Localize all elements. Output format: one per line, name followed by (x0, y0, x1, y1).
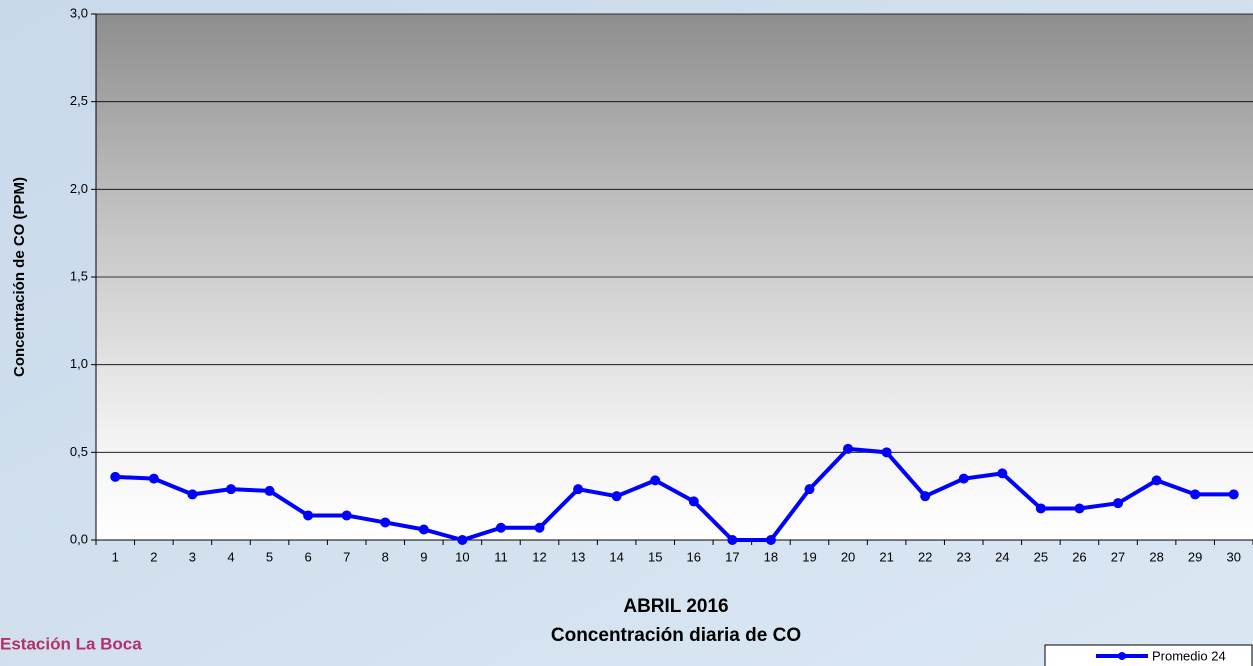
data-point (149, 474, 159, 484)
x-tick-label: 28 (1149, 549, 1163, 564)
annotation: Estación La Boca (0, 634, 142, 653)
x-tick-label: 4 (227, 549, 234, 564)
data-point (573, 484, 583, 494)
x-tick-label: 20 (841, 549, 855, 564)
data-point (650, 475, 660, 485)
x-tick-label: 1 (112, 549, 119, 564)
data-point (535, 523, 545, 533)
data-point (265, 486, 275, 496)
x-tick-label: 8 (382, 549, 389, 564)
y-tick-label: 2,5 (70, 93, 88, 108)
chart-title: ABRIL 2016 (623, 596, 728, 617)
x-tick-label: 2 (150, 549, 157, 564)
data-point (1152, 475, 1162, 485)
data-point (1113, 498, 1123, 508)
x-tick-label: 19 (802, 549, 816, 564)
data-point (457, 535, 467, 545)
y-tick-label: 3,0 (70, 5, 88, 20)
x-tick-label: 15 (648, 549, 662, 564)
x-tick-label: 9 (420, 549, 427, 564)
y-tick-label: 1,0 (70, 356, 88, 371)
data-point (997, 468, 1007, 478)
x-tick-label: 5 (266, 549, 273, 564)
y-axis-label: Concentración de CO (PPM) (11, 177, 28, 377)
data-point (689, 496, 699, 506)
data-point (1229, 489, 1239, 499)
x-tick-label: 21 (879, 549, 893, 564)
x-tick-label: 13 (571, 549, 585, 564)
x-tick-label: 12 (532, 549, 546, 564)
data-point (303, 510, 313, 520)
data-point (804, 484, 814, 494)
x-tick-label: 7 (343, 549, 350, 564)
x-tick-label: 6 (304, 549, 311, 564)
data-point (959, 474, 969, 484)
data-point (920, 491, 930, 501)
data-point (612, 491, 622, 501)
data-point (1190, 489, 1200, 499)
data-point (727, 535, 737, 545)
data-point (187, 489, 197, 499)
x-tick-label: 25 (1034, 549, 1048, 564)
x-tick-label: 18 (764, 549, 778, 564)
x-tick-label: 11 (494, 549, 508, 564)
y-tick-label: 2,0 (70, 181, 88, 196)
data-point (110, 472, 120, 482)
x-tick-label: 27 (1111, 549, 1125, 564)
data-point (419, 524, 429, 534)
x-tick-label: 14 (609, 549, 623, 564)
data-point (882, 447, 892, 457)
data-point (1036, 503, 1046, 513)
data-point (380, 517, 390, 527)
legend-marker (1118, 652, 1126, 660)
y-tick-label: 1,5 (70, 268, 88, 283)
x-tick-label: 23 (957, 549, 971, 564)
x-tick-label: 24 (995, 549, 1009, 564)
legend-label: Promedio 24 (1152, 648, 1226, 663)
data-point (843, 444, 853, 454)
data-point (766, 535, 776, 545)
x-tick-label: 29 (1188, 549, 1202, 564)
x-tick-label: 10 (455, 549, 469, 564)
x-tick-label: 22 (918, 549, 932, 564)
y-tick-label: 0,5 (70, 444, 88, 459)
x-tick-label: 17 (725, 549, 739, 564)
data-point (342, 510, 352, 520)
chart: Concentración de CO (PPM) ABRIL 2016 Con… (0, 0, 1253, 666)
x-tick-label: 16 (687, 549, 701, 564)
y-tick-label: 0,0 (70, 531, 88, 546)
x-tick-label: 26 (1072, 549, 1086, 564)
data-point (226, 484, 236, 494)
chart-subtitle: Concentración diaria de CO (551, 625, 801, 646)
x-tick-label: 3 (189, 549, 196, 564)
data-point (496, 523, 506, 533)
data-point (1074, 503, 1084, 513)
x-tick-label: 30 (1226, 549, 1240, 564)
